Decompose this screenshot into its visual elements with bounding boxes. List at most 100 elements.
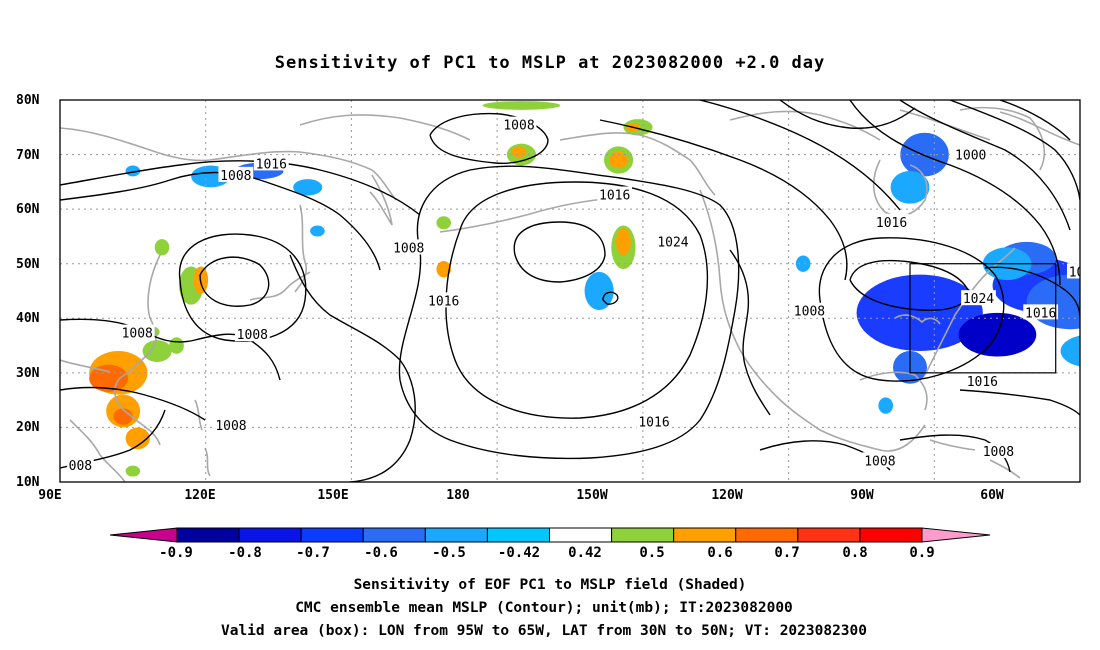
coastline-arctic-east: [299, 114, 471, 141]
valid-area-box: [909, 263, 1057, 374]
contour-1008-china: [60, 318, 281, 381]
contour-label-bg: [119, 324, 155, 340]
contour-label: 1016: [597, 186, 633, 204]
lat-tick-label: 80N: [16, 93, 40, 108]
coastline-aleutians: [439, 197, 616, 233]
contour-label-bg: [655, 233, 691, 249]
colorbar-label: -0.8: [228, 545, 262, 561]
contour-label: 1008: [981, 442, 1016, 460]
contour-label-bg: [213, 416, 249, 432]
contour-1016-canada: [699, 100, 901, 211]
contour-label-bg: [234, 326, 270, 342]
colorbar-box: [797, 527, 861, 543]
colorbar-box: [238, 527, 302, 543]
contour-1008-arctic-d: [999, 100, 1071, 141]
lon-tick-label: 90W: [850, 488, 874, 503]
sensitivity-patch: [608, 151, 629, 169]
caption-line: CMC ensemble mean MSLP (Contour); unit(m…: [295, 600, 793, 616]
colorbar-label: 0.5: [639, 545, 664, 561]
contour-label-bg: [391, 239, 427, 255]
contour-1008-top: [429, 112, 549, 164]
contour-label-bg: [1023, 304, 1059, 320]
colorbar-label: -0.9: [159, 545, 193, 561]
sensitivity-patch: [856, 274, 983, 352]
sensitivity-patch: [169, 337, 184, 354]
coastline-siberia: [60, 127, 397, 201]
coastline-se-asia: [60, 359, 126, 482]
contour-label-text: 1016: [876, 216, 907, 231]
sensitivity-patch: [142, 340, 172, 362]
sensitivity-patch: [293, 179, 323, 196]
contour-label-bg: [218, 166, 254, 182]
contour-label-text: 1016: [599, 189, 630, 204]
contour-label: 1008: [234, 326, 270, 343]
colorbar-left-arrow: [109, 527, 178, 543]
sensitivity-patch: [89, 364, 128, 392]
sensitivity-patch: [795, 255, 811, 272]
contour-label-text: 1008: [1069, 265, 1100, 280]
coastline-philippines: [194, 399, 211, 477]
contour-1008-tropical-atlantic: [899, 434, 1011, 473]
lat-tick-label: 10N: [16, 475, 40, 490]
contour-label: 1016: [426, 292, 462, 309]
contour-label-bg: [792, 302, 827, 318]
contour-1016-outer: [398, 165, 740, 460]
contour-label: 1008: [1066, 263, 1100, 280]
coastline-great-lakes: [894, 314, 941, 325]
lat-tick-label: 60N: [16, 202, 40, 217]
sensitivity-patch: [436, 260, 452, 278]
sensitivity-patch: [511, 146, 527, 158]
colorbar-label: -0.5: [432, 545, 466, 561]
lon-tick-label: 90E: [38, 488, 61, 503]
contour-label: 1008: [213, 416, 249, 434]
sensitivity-patch: [1082, 159, 1097, 172]
contour-label-text: 1016: [967, 375, 998, 390]
caption-line: Sensitivity of EOF PC1 to MSLP field (Sh…: [354, 577, 747, 593]
sensitivity-patch: [125, 165, 141, 177]
colorbar-box: [486, 527, 550, 543]
contour-label: 1008: [792, 302, 827, 320]
longitude-axis: 90E 120E 150E 180 150W 120W 90W 60W: [38, 488, 1004, 503]
coastline-west-coast-na: [699, 189, 776, 396]
sensitivity-patch: [482, 101, 561, 110]
contour-label-text: 1016: [1025, 306, 1056, 321]
coastline-sakhalin: [294, 204, 308, 293]
coastline-mexico: [774, 394, 926, 452]
lat-tick-label: 70N: [16, 148, 40, 163]
contour-label-bg: [253, 155, 289, 171]
colorbar-label: 0.7: [774, 545, 799, 561]
colorbar-label: 0.9: [909, 545, 934, 561]
contour-label-text: 1016: [638, 416, 669, 431]
contour-label-text: 1008: [122, 327, 153, 342]
map-frame: [59, 99, 1081, 483]
contour-label-bg: [981, 442, 1016, 458]
contour-label: 1024: [961, 290, 996, 307]
colorbar-label: -0.6: [364, 545, 398, 561]
sensitivity-patch: [958, 312, 1037, 357]
contour-1008-west-na: [729, 249, 771, 416]
contour-1024-inner: [602, 291, 619, 305]
contour-1008-arctic-c: [949, 100, 1080, 201]
colorbar-box: [859, 527, 923, 543]
contour-label-bg: [597, 186, 633, 202]
coastline-korea-china: [114, 254, 161, 446]
contour-label: 1008: [218, 166, 254, 184]
contour-label-text: 1024: [963, 292, 994, 307]
colorbar-label: 0.8: [842, 545, 867, 561]
sensitivity-patch: [584, 271, 614, 311]
contour-label: 1016: [964, 373, 1000, 390]
contour-label-bg: [953, 146, 989, 162]
colorbar-label: -0.7: [296, 545, 330, 561]
lon-tick-label: 150E: [317, 488, 348, 503]
sensitivity-patch: [310, 225, 325, 237]
lat-tick-label: 40N: [16, 311, 40, 326]
sensitivity-patch: [878, 397, 893, 414]
coastline-japan: [249, 271, 311, 301]
contour-label-text: 008: [69, 459, 92, 474]
caption-line: Valid area (box): LON from 95W to 65W, L…: [221, 623, 867, 639]
sensitivity-patch: [154, 239, 170, 256]
contour-1016-west: [289, 254, 416, 482]
lon-tick-label: 120E: [184, 488, 215, 503]
contour-label: 1000: [953, 146, 989, 164]
contour-label: 1008: [391, 239, 427, 256]
